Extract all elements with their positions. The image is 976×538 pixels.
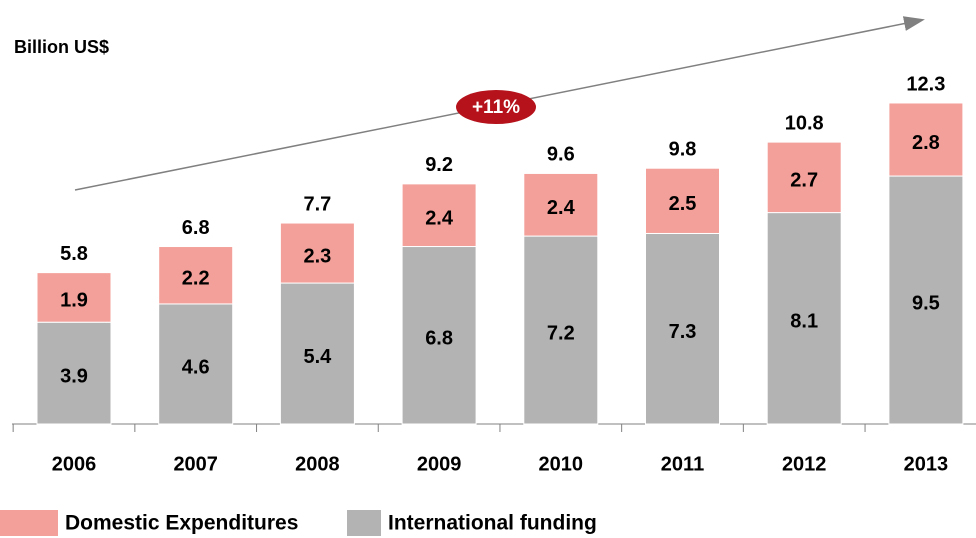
legend-swatch — [0, 510, 58, 536]
data-label: 1.9 — [60, 290, 88, 312]
annotation-badge — [456, 90, 536, 124]
total-label: 5.8 — [60, 243, 88, 265]
bar-segment — [888, 102, 964, 177]
bar-segment — [279, 222, 355, 284]
x-tick-label: 2013 — [904, 453, 949, 475]
total-label: 9.6 — [547, 144, 575, 166]
bar-segment — [401, 246, 477, 425]
total-label: 10.8 — [785, 112, 824, 134]
legend-swatch — [347, 510, 381, 536]
x-tick-label: 2007 — [173, 453, 218, 475]
x-tick-label: 2008 — [295, 453, 340, 475]
bar-segment — [645, 167, 720, 234]
bar-segment — [766, 212, 842, 425]
bar-segment — [401, 183, 477, 248]
bar-segment — [645, 232, 720, 425]
x-tick-label: 2009 — [417, 453, 462, 475]
data-label: 2.8 — [912, 132, 940, 154]
data-label: 2.5 — [669, 193, 697, 215]
data-label: 2.4 — [425, 207, 454, 229]
y-axis-label: Billion US$ — [14, 37, 109, 57]
legend-label: Domestic Expenditures — [65, 512, 298, 535]
bar-segment — [523, 172, 599, 237]
x-tick-label: 2012 — [782, 453, 827, 475]
annotation: +11% — [472, 97, 520, 118]
x-tick-label: 2006 — [52, 453, 97, 475]
data-label: 9.5 — [912, 292, 940, 314]
data-label: 6.8 — [425, 328, 453, 350]
total-label: 6.8 — [182, 217, 210, 239]
data-label: 7.3 — [669, 321, 697, 343]
bar-segment — [279, 282, 355, 425]
bar-segment — [523, 235, 599, 425]
data-label: 2.2 — [182, 268, 210, 290]
bar-segment — [158, 303, 234, 425]
data-label: 3.9 — [60, 365, 88, 387]
x-tick-label: 2011 — [661, 453, 704, 475]
total-label: 7.7 — [303, 193, 331, 215]
bar-segment — [36, 272, 112, 323]
bar-segment — [888, 175, 964, 425]
total-label: 9.8 — [669, 139, 697, 161]
data-label: 2.4 — [547, 197, 576, 219]
bar-segment — [36, 321, 112, 425]
data-label: 7.2 — [547, 322, 575, 344]
data-label: 8.1 — [790, 311, 818, 333]
data-label: 2.7 — [790, 170, 818, 192]
x-tick-label: 2010 — [539, 453, 584, 475]
bar-segment — [766, 141, 842, 214]
legend-label: International funding — [388, 512, 597, 535]
total-label: 12.3 — [906, 73, 945, 95]
data-label: 5.4 — [303, 346, 332, 368]
data-label: 2.3 — [303, 245, 331, 267]
bar-segment — [158, 246, 234, 305]
data-label: 4.6 — [182, 356, 210, 378]
total-label: 9.2 — [425, 154, 453, 176]
